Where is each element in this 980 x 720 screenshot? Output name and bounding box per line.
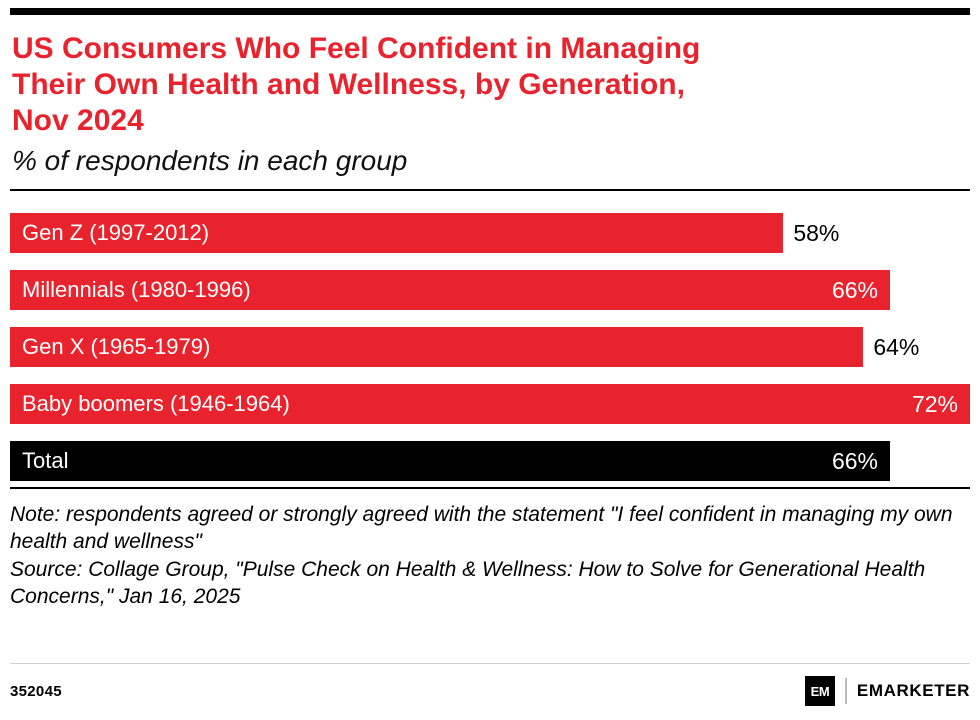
bar-category-label: Gen X (1965-1979) — [22, 334, 211, 359]
chart-subtitle: % of respondents in each group — [12, 145, 408, 176]
bar: Gen Z (1997-2012) — [10, 213, 784, 253]
chart-title-line: Their Own Health and Wellness, by Genera… — [12, 68, 685, 101]
bar-value-label: 72% — [911, 390, 958, 417]
bar-value-label: 66% — [831, 276, 878, 303]
chart-title: US Consumers Who Feel Confident in Manag… — [12, 31, 968, 139]
chart-number: 352045 — [10, 682, 62, 700]
bar-row: Baby boomers (1946-1964) 72% — [10, 384, 970, 424]
bar: Gen X (1965-1979) — [10, 327, 864, 367]
bar-category-label: Gen Z (1997-2012) — [22, 220, 210, 245]
emarketer-logo-icon: EM — [804, 676, 835, 706]
bar-value-label: 64% — [873, 333, 920, 360]
bar-category-label: Baby boomers (1946-1964) — [22, 391, 290, 416]
bar-value-label: 66% — [831, 447, 878, 474]
bar-chart: Gen Z (1997-2012) 58% Millennials (1980-19… — [10, 213, 970, 481]
bar-category-label: Millennials (1980-1996) — [22, 277, 251, 302]
bar-value-label: 58% — [793, 219, 840, 246]
emarketer-logo: EM EMARKETER — [804, 676, 970, 706]
footer: 352045 EM EMARKETER — [10, 663, 970, 706]
bar-row: Gen X (1965-1979) 64% — [10, 327, 970, 367]
logo-separator — [844, 678, 847, 704]
emarketer-logo-text: EMARKETER — [856, 681, 970, 700]
bar: Baby boomers (1946-1964) 72% — [10, 384, 970, 424]
bar: Total 66% — [10, 441, 890, 481]
bar-row: Gen Z (1997-2012) 58% — [10, 213, 970, 253]
chart-title-line: Nov 2024 — [12, 104, 144, 137]
bar-row: Total 66% — [10, 441, 970, 481]
bar-row: Millennials (1980-1996) 66% — [10, 270, 970, 310]
notes-block: Note: respondents agreed or strongly agr… — [10, 501, 970, 610]
bar-category-label: Total — [22, 448, 69, 473]
note-text: Note: respondents agreed or strongly agr… — [10, 503, 953, 554]
source-text: Source: Collage Group, "Pulse Check on H… — [10, 557, 926, 608]
bar: Millennials (1980-1996) 66% — [10, 270, 890, 310]
chart-bottom-divider — [10, 487, 970, 489]
chart-title-line: US Consumers Who Feel Confident in Manag… — [12, 32, 701, 65]
top-accent-bar — [10, 8, 970, 15]
header-divider — [10, 189, 970, 191]
